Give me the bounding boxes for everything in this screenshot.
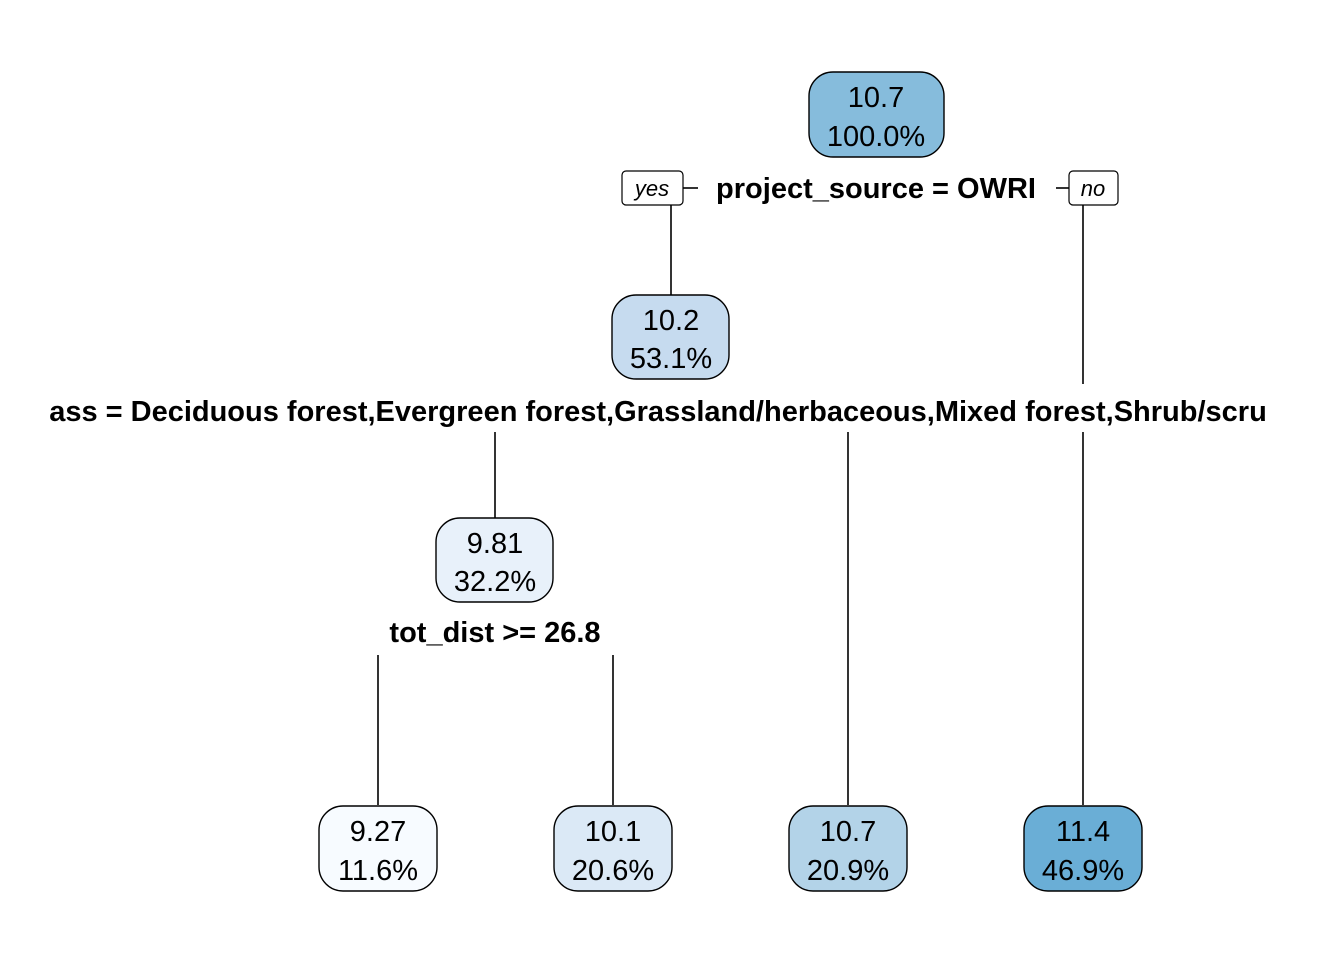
node-n4-value: 9.81 (467, 528, 523, 560)
node-root-value: 10.7 (848, 82, 904, 114)
tree-node-n2: 10.2 53.1% (611, 294, 730, 380)
leaf-4-box (1023, 805, 1143, 892)
node-root-box (808, 71, 945, 158)
leaf-2-value: 10.1 (585, 816, 641, 848)
leaf-1-percent: 11.6% (338, 855, 418, 887)
tree-leaf-4: 11.4 46.9% (1023, 805, 1143, 892)
leaf-2-percent: 20.6% (572, 855, 654, 887)
split-label-n2: ass = Deciduous forest,Evergreen forest,… (49, 396, 1267, 428)
node-n4-percent: 32.2% (454, 566, 536, 598)
leaf-4-value: 11.4 (1056, 816, 1110, 848)
split-label-n4: tot_dist >= 26.8 (389, 617, 600, 649)
tree-edges (377, 187, 1084, 805)
tree-leaf-1: 9.27 11.6% (318, 805, 438, 892)
branch-tag-yes-box (621, 170, 684, 206)
tree-leaf-2: 10.1 20.6% (553, 805, 673, 892)
node-n4-box (435, 517, 554, 603)
split-label-root: project_source = OWRI (716, 173, 1036, 205)
leaf-3-percent: 20.9% (807, 855, 889, 887)
node-n2-percent: 53.1% (630, 343, 712, 375)
branch-tag-yes-label: yes (633, 176, 669, 201)
node-root-percent: 100.0% (827, 121, 925, 153)
leaf-4-percent: 46.9% (1042, 855, 1124, 887)
node-n2-box (611, 294, 730, 380)
leaf-3-box (788, 805, 908, 892)
branch-tag-no-box (1068, 170, 1119, 206)
tree-node-root: 10.7 100.0% (808, 71, 945, 158)
branch-tag-no: no (1068, 170, 1119, 206)
node-n2-value: 10.2 (643, 305, 699, 337)
branch-tag-no-label: no (1081, 176, 1105, 201)
split-labels: project_source = OWRI ass = Deciduous fo… (49, 173, 1267, 649)
leaf-2-box (553, 805, 673, 892)
leaf-1-box (318, 805, 438, 892)
tree-leaf-3: 10.7 20.9% (788, 805, 908, 892)
leaf-3-value: 10.7 (820, 816, 876, 848)
tree-node-n4: 9.81 32.2% (435, 517, 554, 603)
leaf-1-value: 9.27 (350, 816, 406, 848)
branch-tag-yes: yes (621, 170, 684, 206)
